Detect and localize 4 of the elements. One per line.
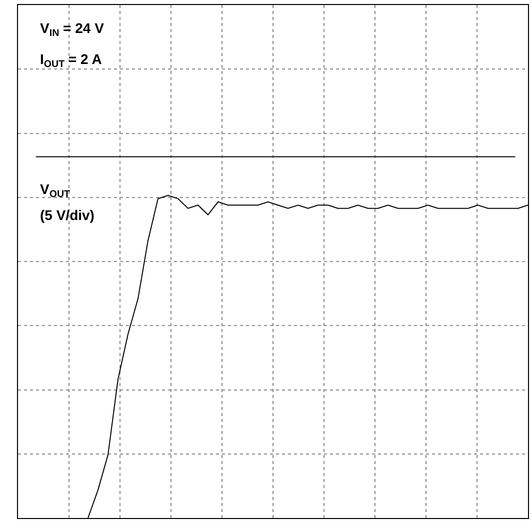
annotation: V$_{OUT}$: [40, 181, 70, 200]
text: I$_{OUT}$ = 2 A: [40, 51, 102, 70]
annotation: (5 V/div): [40, 207, 94, 223]
text: V$_{IN}$ = 24 V: [40, 20, 105, 39]
